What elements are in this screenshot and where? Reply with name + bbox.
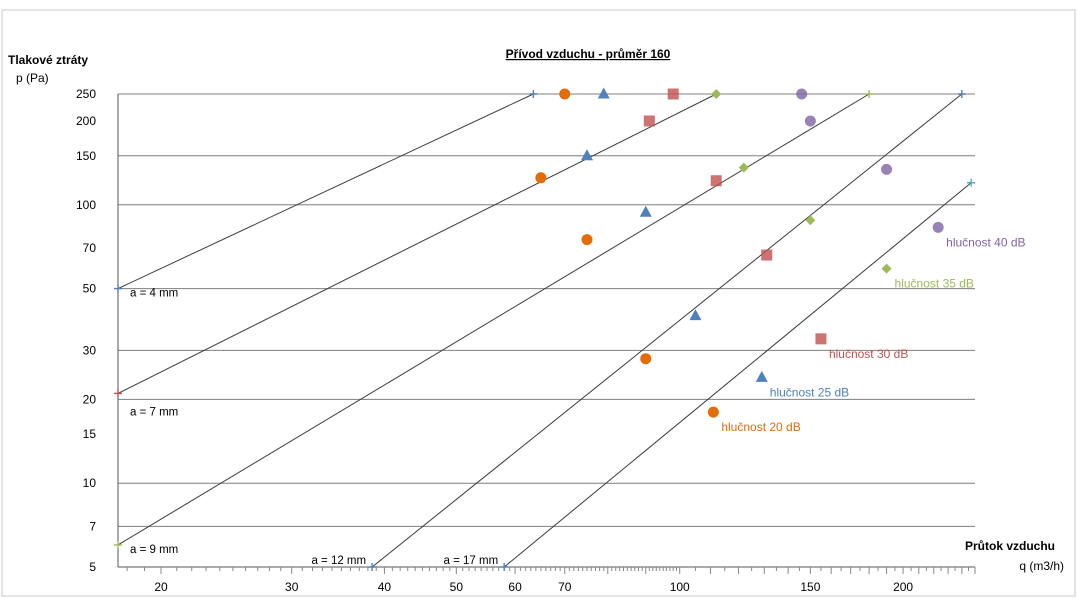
- x-tick-label: 50: [450, 580, 464, 594]
- gap-label: a = 7 mm: [130, 406, 178, 418]
- data-point: [711, 89, 722, 99]
- x-tick-label: 20: [154, 580, 168, 594]
- y-tick-label: 10: [83, 476, 97, 490]
- data-point: [710, 175, 722, 187]
- noise-markers: [535, 87, 944, 418]
- y-tick-label: 100: [76, 198, 96, 212]
- y-tick-label: 5: [89, 560, 96, 574]
- gap-label: a = 17 mm: [444, 555, 499, 567]
- data-point: [805, 215, 816, 226]
- chart-texts: Přívod vzduchu - průměr 160 Tlakové ztrá…: [8, 47, 1064, 594]
- x-tick-label: 200: [893, 580, 913, 594]
- data-point: [796, 88, 808, 100]
- series-label: hlučnost 30 dB: [829, 347, 908, 361]
- data-point: [581, 234, 593, 246]
- data-point: [535, 172, 547, 184]
- y-axis-unit: p (Pa): [16, 71, 49, 85]
- data-point: [804, 115, 816, 127]
- chart-title: Přívod vzduchu - průměr 160: [506, 47, 671, 61]
- x-tick-label: 100: [670, 580, 690, 594]
- data-point: [639, 205, 652, 217]
- data-point: [761, 249, 773, 261]
- x-tick-label: 30: [285, 580, 299, 594]
- x-tick-label: 150: [800, 580, 820, 594]
- gridlines: [118, 93, 975, 527]
- y-axis-label: Tlakové ztráty: [8, 53, 88, 67]
- gap-line: [117, 93, 534, 290]
- y-tick-label: 200: [76, 114, 96, 128]
- line-end-marker: [500, 563, 509, 571]
- series-label: hlučnost 25 dB: [770, 385, 849, 399]
- data-point: [738, 162, 749, 173]
- data-point: [881, 263, 892, 274]
- x-tick-label: 70: [558, 580, 572, 594]
- x-axis-label: Průtok vzduchu: [965, 539, 1055, 553]
- line-end-marker: [957, 90, 966, 98]
- series-label: hlučnost 20 dB: [721, 420, 800, 434]
- gap-label: a = 12 mm: [311, 555, 366, 567]
- y-tick-label: 50: [83, 282, 97, 296]
- y-tick-label: 70: [83, 241, 97, 255]
- data-point: [643, 115, 655, 127]
- y-tick-label: 7: [89, 519, 96, 533]
- gap-line: [117, 93, 717, 394]
- data-point: [815, 333, 827, 345]
- gap-line: [371, 93, 963, 568]
- y-tick-label: 20: [83, 392, 97, 406]
- gap-line: [503, 182, 972, 568]
- line-end-marker: [114, 540, 122, 549]
- x-axis-unit: q (m3/h): [1019, 559, 1064, 573]
- line-end-marker: [529, 90, 538, 98]
- line-end-marker: [114, 284, 122, 293]
- data-point: [881, 163, 893, 175]
- y-tick-label: 250: [76, 87, 96, 101]
- y-tick-label: 15: [83, 427, 97, 441]
- data-point: [755, 370, 768, 382]
- series-label: hlučnost 35 dB: [895, 277, 974, 291]
- chart-border: [1, 9, 1076, 597]
- x-tick-label: 60: [508, 580, 522, 594]
- data-point: [640, 353, 652, 365]
- axes: [117, 94, 976, 574]
- line-end-marker: [368, 563, 377, 571]
- data-point: [597, 87, 610, 99]
- line-end-marker: [865, 90, 874, 98]
- line-end-marker: [967, 178, 976, 187]
- data-point: [559, 88, 571, 100]
- data-point: [707, 406, 719, 418]
- data-point: [667, 88, 679, 100]
- series-label: hlučnost 40 dB: [946, 235, 1025, 249]
- line-end-marker: [114, 389, 122, 398]
- y-tick-label: 30: [83, 343, 97, 357]
- gap-label: a = 9 mm: [130, 544, 178, 556]
- data-point: [689, 309, 702, 321]
- gap-label: a = 4 mm: [130, 288, 178, 300]
- data-point: [580, 149, 593, 161]
- y-tick-label: 150: [76, 149, 96, 163]
- data-point: [932, 221, 944, 233]
- x-tick-label: 40: [378, 580, 392, 594]
